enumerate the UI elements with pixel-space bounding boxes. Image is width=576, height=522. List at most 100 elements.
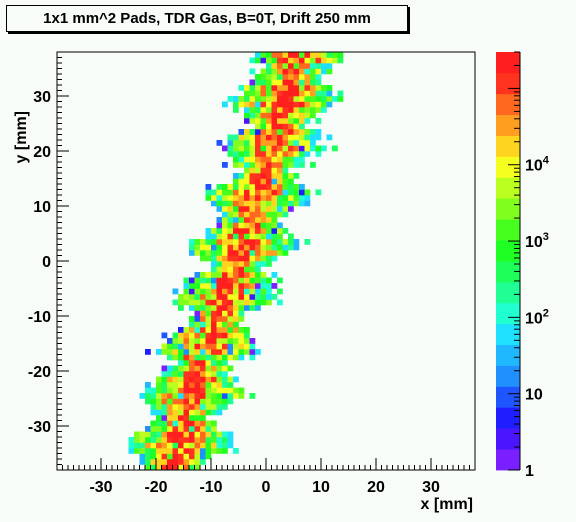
heatmap-cell	[216, 393, 223, 399]
heatmap-cell	[200, 255, 206, 262]
heatmap-cell	[282, 239, 289, 245]
heatmap-cell	[194, 382, 201, 388]
heatmap-cell	[139, 448, 146, 454]
heatmap-cell	[244, 200, 250, 207]
heatmap-cell	[271, 283, 278, 289]
heatmap-cell	[227, 228, 234, 234]
heatmap-cell	[222, 448, 228, 454]
heatmap-cell	[227, 195, 234, 201]
heatmap-cell	[238, 277, 245, 284]
heatmap-cell	[189, 437, 195, 443]
heatmap-cell	[238, 85, 245, 91]
heatmap-cell	[211, 255, 217, 262]
heatmap-cell	[211, 299, 217, 306]
heatmap-cell	[189, 409, 195, 416]
heatmap-cell	[172, 332, 179, 339]
heatmap-cell	[200, 277, 206, 284]
heatmap-cell	[227, 222, 234, 229]
heatmap-cell	[288, 195, 294, 201]
heatmap-cell	[277, 173, 283, 179]
heatmap-cell	[249, 222, 256, 229]
heatmap-cell	[178, 338, 184, 344]
heatmap-cell	[178, 464, 184, 471]
heatmap-cell	[183, 382, 190, 388]
heatmap-cell	[128, 437, 135, 443]
heatmap-cell	[156, 404, 162, 410]
heatmap-cell	[200, 371, 206, 377]
heatmap-cell	[222, 288, 228, 295]
heatmap-cell	[200, 382, 206, 388]
heatmap-cell	[249, 96, 256, 102]
heatmap-cell	[249, 134, 256, 141]
heatmap-cell	[211, 420, 217, 427]
heatmap-cell	[233, 96, 239, 102]
heatmap-cell	[277, 107, 283, 113]
heatmap-cell	[216, 442, 223, 449]
heatmap-cell	[260, 79, 267, 86]
heatmap-cell	[271, 101, 278, 108]
heatmap-cell	[205, 305, 212, 311]
heatmap-cell	[315, 145, 322, 152]
heatmap-cell	[139, 437, 146, 443]
heatmap-cell	[332, 96, 338, 102]
heatmap-cell	[227, 283, 234, 289]
heatmap-cell	[216, 184, 223, 190]
heatmap-cell	[205, 437, 212, 443]
heatmap-cell	[271, 167, 278, 174]
heatmap-cell	[282, 200, 289, 207]
heatmap-cell	[167, 393, 173, 399]
heatmap-cell	[194, 277, 201, 284]
heatmap-cell	[161, 442, 168, 449]
heatmap-cell	[194, 376, 201, 383]
heatmap-cell	[167, 409, 173, 416]
heatmap-cell	[205, 195, 212, 201]
heatmap-cell	[216, 261, 223, 267]
heatmap-cell	[216, 332, 223, 339]
heatmap-cell	[249, 195, 256, 201]
heatmap-cell	[282, 68, 289, 75]
heatmap-cell	[227, 376, 234, 383]
heatmap-cell	[271, 250, 278, 256]
heatmap-cell	[200, 442, 206, 449]
heatmap-cell	[293, 145, 300, 152]
heatmap-cell	[200, 431, 206, 438]
heatmap-cell	[260, 189, 267, 196]
heatmap-cell	[211, 250, 217, 256]
heatmap-cell	[233, 239, 239, 245]
heatmap-cell	[216, 272, 223, 278]
heatmap-cell	[211, 327, 217, 333]
heatmap-cell	[310, 68, 316, 75]
heatmap-cell	[260, 288, 267, 295]
heatmap-cell	[233, 178, 239, 185]
heatmap-cell	[321, 63, 327, 69]
heatmap-cell	[282, 244, 289, 251]
heatmap-cell	[178, 442, 184, 449]
heatmap-cell	[233, 206, 239, 212]
heatmap-cell	[222, 332, 228, 339]
heatmap-cell	[260, 118, 267, 124]
colorbar-segment	[496, 219, 520, 241]
heatmap-cell	[255, 266, 261, 273]
heatmap-cell	[194, 420, 201, 427]
heatmap-cell	[249, 101, 256, 108]
y-axis-title: y [mm]	[13, 111, 30, 163]
heatmap-cell	[266, 167, 272, 174]
heatmap-cell	[249, 57, 256, 64]
heatmap-cell	[249, 85, 256, 91]
heatmap-cell	[233, 151, 239, 157]
heatmap-cell	[183, 426, 190, 432]
heatmap-cell	[260, 261, 267, 267]
heatmap-cell	[244, 85, 250, 91]
heatmap-cell	[183, 360, 190, 366]
heatmap-cell	[150, 437, 157, 443]
colorbar-tick-label: 104	[525, 155, 550, 175]
heatmap-cell	[288, 189, 294, 196]
heatmap-cell	[205, 453, 212, 460]
heatmap-cell	[238, 233, 245, 240]
heatmap-cell	[216, 228, 223, 234]
heatmap-cell	[172, 420, 179, 427]
heatmap-cell	[183, 376, 190, 383]
colorbar-segment	[496, 261, 520, 283]
heatmap-cell	[255, 200, 261, 207]
heatmap-cell	[145, 459, 151, 465]
